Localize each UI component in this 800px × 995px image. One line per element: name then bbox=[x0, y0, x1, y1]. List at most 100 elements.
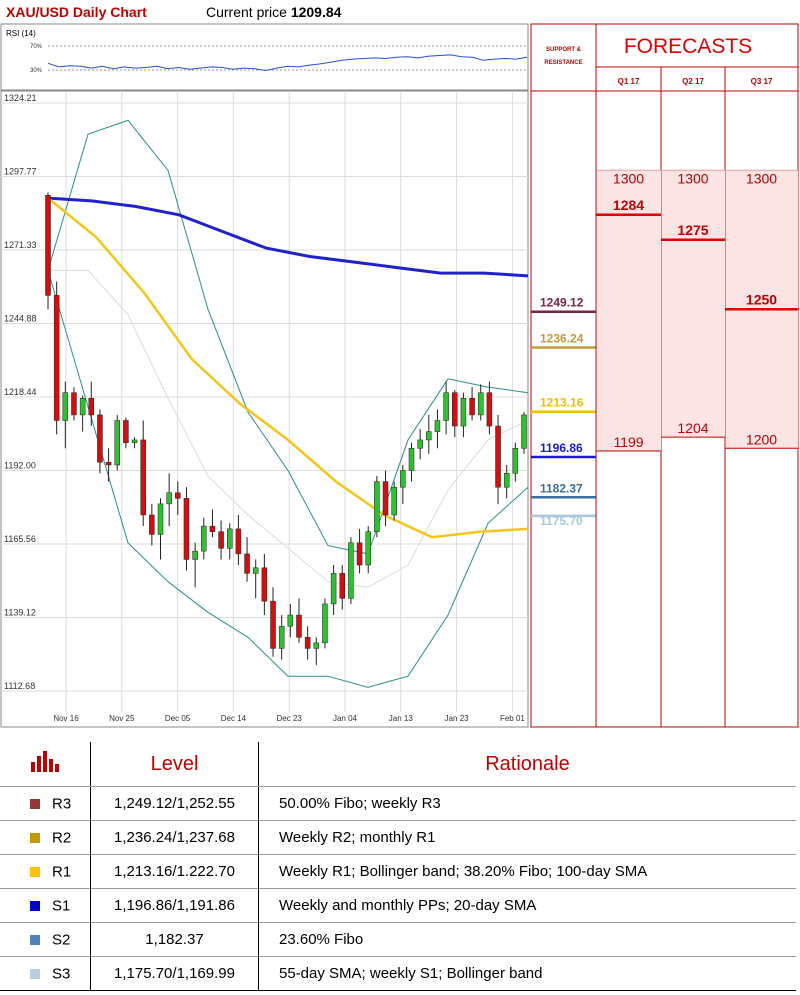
candlestick bbox=[175, 481, 181, 515]
candlestick bbox=[426, 414, 432, 454]
bollinger-mid-band bbox=[48, 269, 529, 588]
y-tick-label: 1192.00 bbox=[4, 461, 36, 471]
chart-title: XAU/USD Daily Chart bbox=[6, 4, 147, 20]
candle-body bbox=[417, 439, 423, 449]
candlestick bbox=[123, 417, 129, 449]
candle-body bbox=[140, 439, 146, 516]
level-color-swatch bbox=[30, 900, 40, 911]
candlestick bbox=[287, 603, 294, 638]
y-tick-label: 1218.44 bbox=[4, 387, 37, 397]
level-name: S1 bbox=[52, 897, 71, 915]
candle-body bbox=[235, 528, 242, 555]
sr-level: 1182.37 bbox=[531, 481, 596, 499]
candlestick bbox=[149, 503, 155, 546]
sr-levels: 1249.12 1236.24 1213.16 1196.86 1182.37 1175.… bbox=[531, 296, 596, 528]
candle-body bbox=[356, 542, 363, 566]
candlestick bbox=[88, 381, 95, 427]
candlestick bbox=[460, 392, 467, 438]
level-value: 1,249.12/1,252.55 bbox=[90, 786, 259, 821]
candle-body bbox=[270, 600, 276, 649]
rsi-level-70: 70% bbox=[30, 44, 43, 50]
candle-body bbox=[166, 492, 172, 505]
candle-body bbox=[313, 642, 320, 649]
candlestick bbox=[391, 481, 397, 521]
candlestick bbox=[71, 387, 77, 421]
candlestick bbox=[417, 428, 423, 460]
level-value: 1,236.24/1,237.68 bbox=[90, 820, 259, 855]
x-tick-label: Nov 25 bbox=[109, 714, 135, 723]
sr-level: 1236.24 bbox=[531, 332, 596, 349]
candlestick bbox=[521, 412, 527, 454]
bollinger-upper-band bbox=[47, 119, 529, 555]
x-tick-label: Nov 16 bbox=[53, 714, 79, 723]
table-row: R1 1,213.16/1.222.70 Weekly R1; Bollinger … bbox=[0, 854, 796, 889]
forecast-mid: 1284 bbox=[613, 197, 644, 213]
level-color-swatch bbox=[30, 934, 40, 945]
sr-level: 1249.12 bbox=[531, 296, 596, 313]
candlestick bbox=[53, 281, 60, 435]
candle-body bbox=[426, 431, 432, 441]
x-tick-label: Jan 13 bbox=[389, 714, 414, 723]
candlestick bbox=[226, 523, 233, 560]
rsi-label: RSI (14) bbox=[6, 29, 36, 38]
level-rationale: Weekly and monthly PPs; 20-day SMA bbox=[258, 888, 796, 923]
candlestick bbox=[201, 517, 207, 560]
chart-canvas: RSI (14) 70% 30% 1324.21 1297.77 1271.33 12… bbox=[0, 23, 799, 728]
level-name: R2 bbox=[52, 829, 72, 847]
sr-level: 1213.16 bbox=[531, 396, 596, 413]
level-rationale: 23.60% Fibo bbox=[258, 922, 796, 957]
sr-header: SUPPORT & RESISTANCE bbox=[544, 47, 583, 66]
candlestick bbox=[192, 542, 198, 588]
current-price-value: 1209.84 bbox=[290, 4, 342, 20]
candlestick bbox=[469, 387, 475, 421]
candlestick bbox=[105, 448, 112, 482]
levels-chart-icon bbox=[0, 742, 91, 787]
candle-body bbox=[296, 614, 302, 638]
candlestick bbox=[62, 381, 69, 449]
level-name-cell: S1 bbox=[0, 888, 91, 923]
candle-body bbox=[503, 473, 510, 488]
candlestick bbox=[503, 464, 510, 499]
level-color-swatch bbox=[30, 832, 40, 843]
x-tick-label: Jan 04 bbox=[333, 714, 358, 723]
candle-body bbox=[391, 486, 397, 516]
forecast-column: Q2 17 1300 1275 1204 bbox=[661, 77, 725, 438]
table-row: R2 1,236.24/1,237.68 Weekly R2; monthly R1 bbox=[0, 820, 796, 855]
rsi-line bbox=[47, 54, 528, 72]
sr-level-label: 1196.86 bbox=[540, 441, 583, 455]
level-rationale: 55-day SMA; weekly S1; Bollinger band bbox=[258, 956, 796, 991]
forecast-period: Q2 17 bbox=[682, 77, 704, 86]
candlestick bbox=[209, 509, 216, 538]
level-name-cell: S2 bbox=[0, 922, 91, 957]
sr-level-label: 1249.12 bbox=[540, 296, 584, 310]
level-name-cell: R1 bbox=[0, 854, 91, 889]
candlestick bbox=[477, 384, 484, 421]
bollinger-lower-band bbox=[47, 270, 529, 688]
candlestick bbox=[452, 389, 458, 438]
candle-body bbox=[261, 567, 268, 602]
candle-body bbox=[175, 492, 181, 499]
candle-body bbox=[149, 514, 155, 535]
y-tick-label: 1324.21 bbox=[4, 93, 37, 103]
candle-body bbox=[452, 392, 458, 427]
candlestick bbox=[348, 537, 354, 604]
candle-body bbox=[183, 498, 190, 560]
candlestick bbox=[157, 498, 164, 560]
forecast-low: 1199 bbox=[613, 434, 643, 450]
x-tick-label: Feb 01 bbox=[500, 714, 525, 723]
candle-body bbox=[460, 397, 467, 427]
level-name-cell: S3 bbox=[0, 956, 91, 991]
candle-body bbox=[45, 195, 51, 296]
level-name-cell: R2 bbox=[0, 820, 91, 855]
candlestick bbox=[322, 598, 328, 649]
candle-body bbox=[512, 448, 519, 474]
level-name: S3 bbox=[52, 965, 71, 983]
candlestick bbox=[244, 537, 250, 582]
level-rationale: Weekly R2; monthly R1 bbox=[258, 820, 796, 855]
candle-body bbox=[521, 414, 527, 449]
level-color-swatch bbox=[30, 798, 40, 809]
candlestick bbox=[330, 565, 337, 616]
candle-body bbox=[62, 392, 69, 421]
candle-body bbox=[252, 567, 259, 574]
candle-body bbox=[71, 392, 77, 416]
